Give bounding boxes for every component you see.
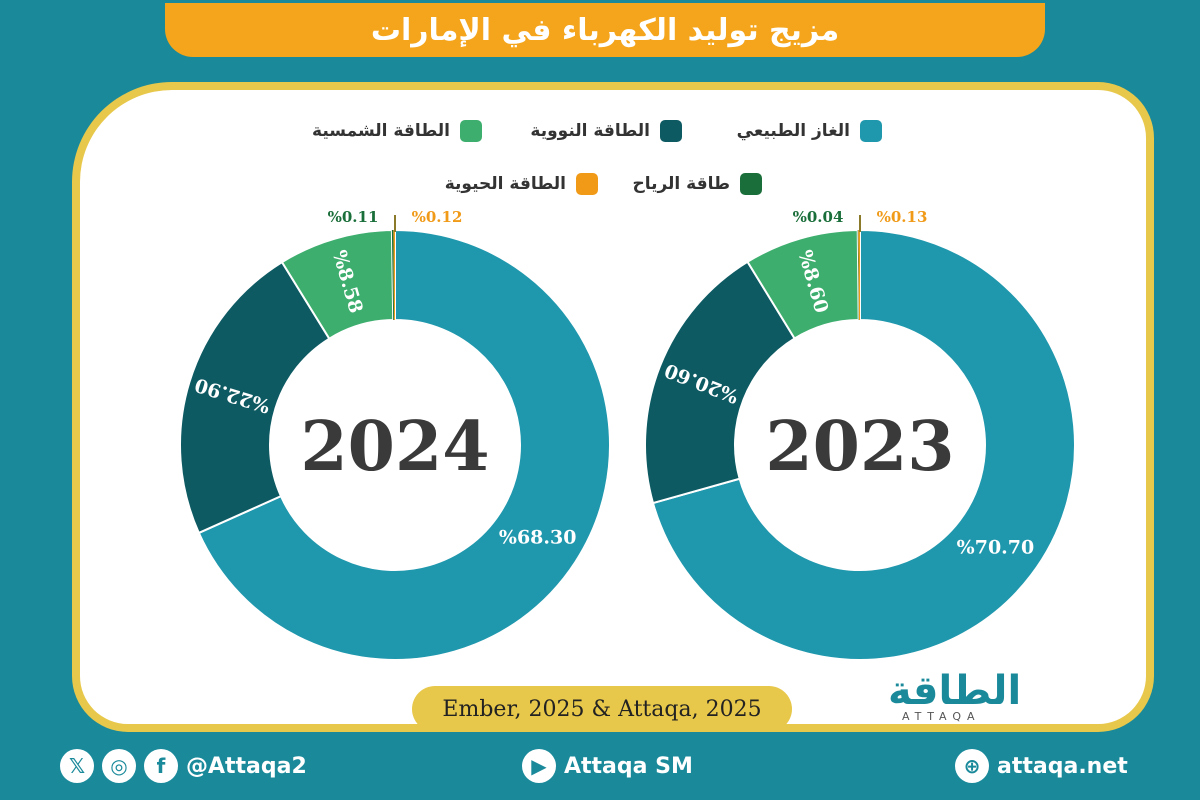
logo-subtext: ATTAQA — [902, 710, 981, 723]
legend-label-nuclear: الطاقة النووية — [530, 121, 650, 141]
legend-swatch-nuclear — [660, 120, 682, 142]
footer-website: ⊕ attaqa.net — [955, 742, 1128, 790]
slice-label-bio: %0.12 — [412, 208, 463, 226]
legend-swatch-solar — [460, 120, 482, 142]
legend-item-wind: طاقة الرياح — [632, 173, 762, 195]
slice-nuclear — [644, 260, 796, 505]
footer-youtube: ▶ Attaqa SM — [522, 742, 693, 790]
slice-bio — [393, 230, 395, 321]
legend-item-bio: الطاقة الحيوية — [445, 173, 598, 195]
youtube-icon[interactable]: ▶ — [522, 749, 556, 783]
legend-item-gas: الغاز الطبيعي — [737, 120, 882, 142]
slice-label-gas: %68.30 — [499, 526, 577, 548]
youtube-channel[interactable]: Attaqa SM — [564, 753, 693, 779]
source-note: Ember, 2025 & Attaqa, 2025 — [412, 686, 792, 732]
slice-wind — [857, 230, 859, 321]
page-title: مزيج توليد الكهرباء في الإمارات — [165, 3, 1045, 57]
legend-item-solar: الطاقة الشمسية — [312, 120, 482, 142]
donut-year-label: 2024 — [300, 407, 489, 487]
slice-gas — [197, 228, 611, 661]
instagram-icon[interactable]: ◎ — [102, 749, 136, 783]
legend-label-gas: الغاز الطبيعي — [736, 121, 850, 141]
slice-label-wind: %0.11 — [328, 208, 379, 226]
legend-item-nuclear: الطاقة النووية — [530, 120, 682, 142]
slice-solar — [746, 229, 860, 340]
slice-label-gas: %70.70 — [957, 537, 1035, 559]
slice-label-wind: %0.04 — [793, 208, 844, 226]
slice-nuclear — [179, 260, 331, 535]
slice-wind — [391, 230, 395, 321]
legend-label-wind: طاقة الرياح — [632, 174, 730, 194]
x-icon[interactable]: 𝕏 — [60, 749, 94, 783]
legend-swatch-wind — [740, 173, 762, 195]
legend-swatch-gas — [860, 120, 882, 142]
slice-solar — [280, 229, 395, 341]
social-handle[interactable]: @Attaqa2 — [186, 753, 307, 779]
slice-gas — [651, 228, 1076, 661]
globe-icon[interactable]: ⊕ — [955, 749, 989, 783]
legend-label-bio: الطاقة الحيوية — [444, 174, 566, 194]
logo-text: الطاقة — [888, 668, 1022, 714]
website-link[interactable]: attaqa.net — [997, 753, 1128, 779]
donut-year-label: 2023 — [765, 407, 954, 487]
attaqa-logo: الطاقة ATTAQA — [888, 668, 1048, 726]
slice-bio — [858, 230, 860, 321]
footer-social: 𝕏 ◎ f @Attaqa2 — [60, 742, 307, 790]
legend-swatch-bio — [576, 173, 598, 195]
facebook-icon[interactable]: f — [144, 749, 178, 783]
slice-label-bio: %0.13 — [877, 208, 928, 226]
legend-label-solar: الطاقة الشمسية — [312, 121, 450, 141]
